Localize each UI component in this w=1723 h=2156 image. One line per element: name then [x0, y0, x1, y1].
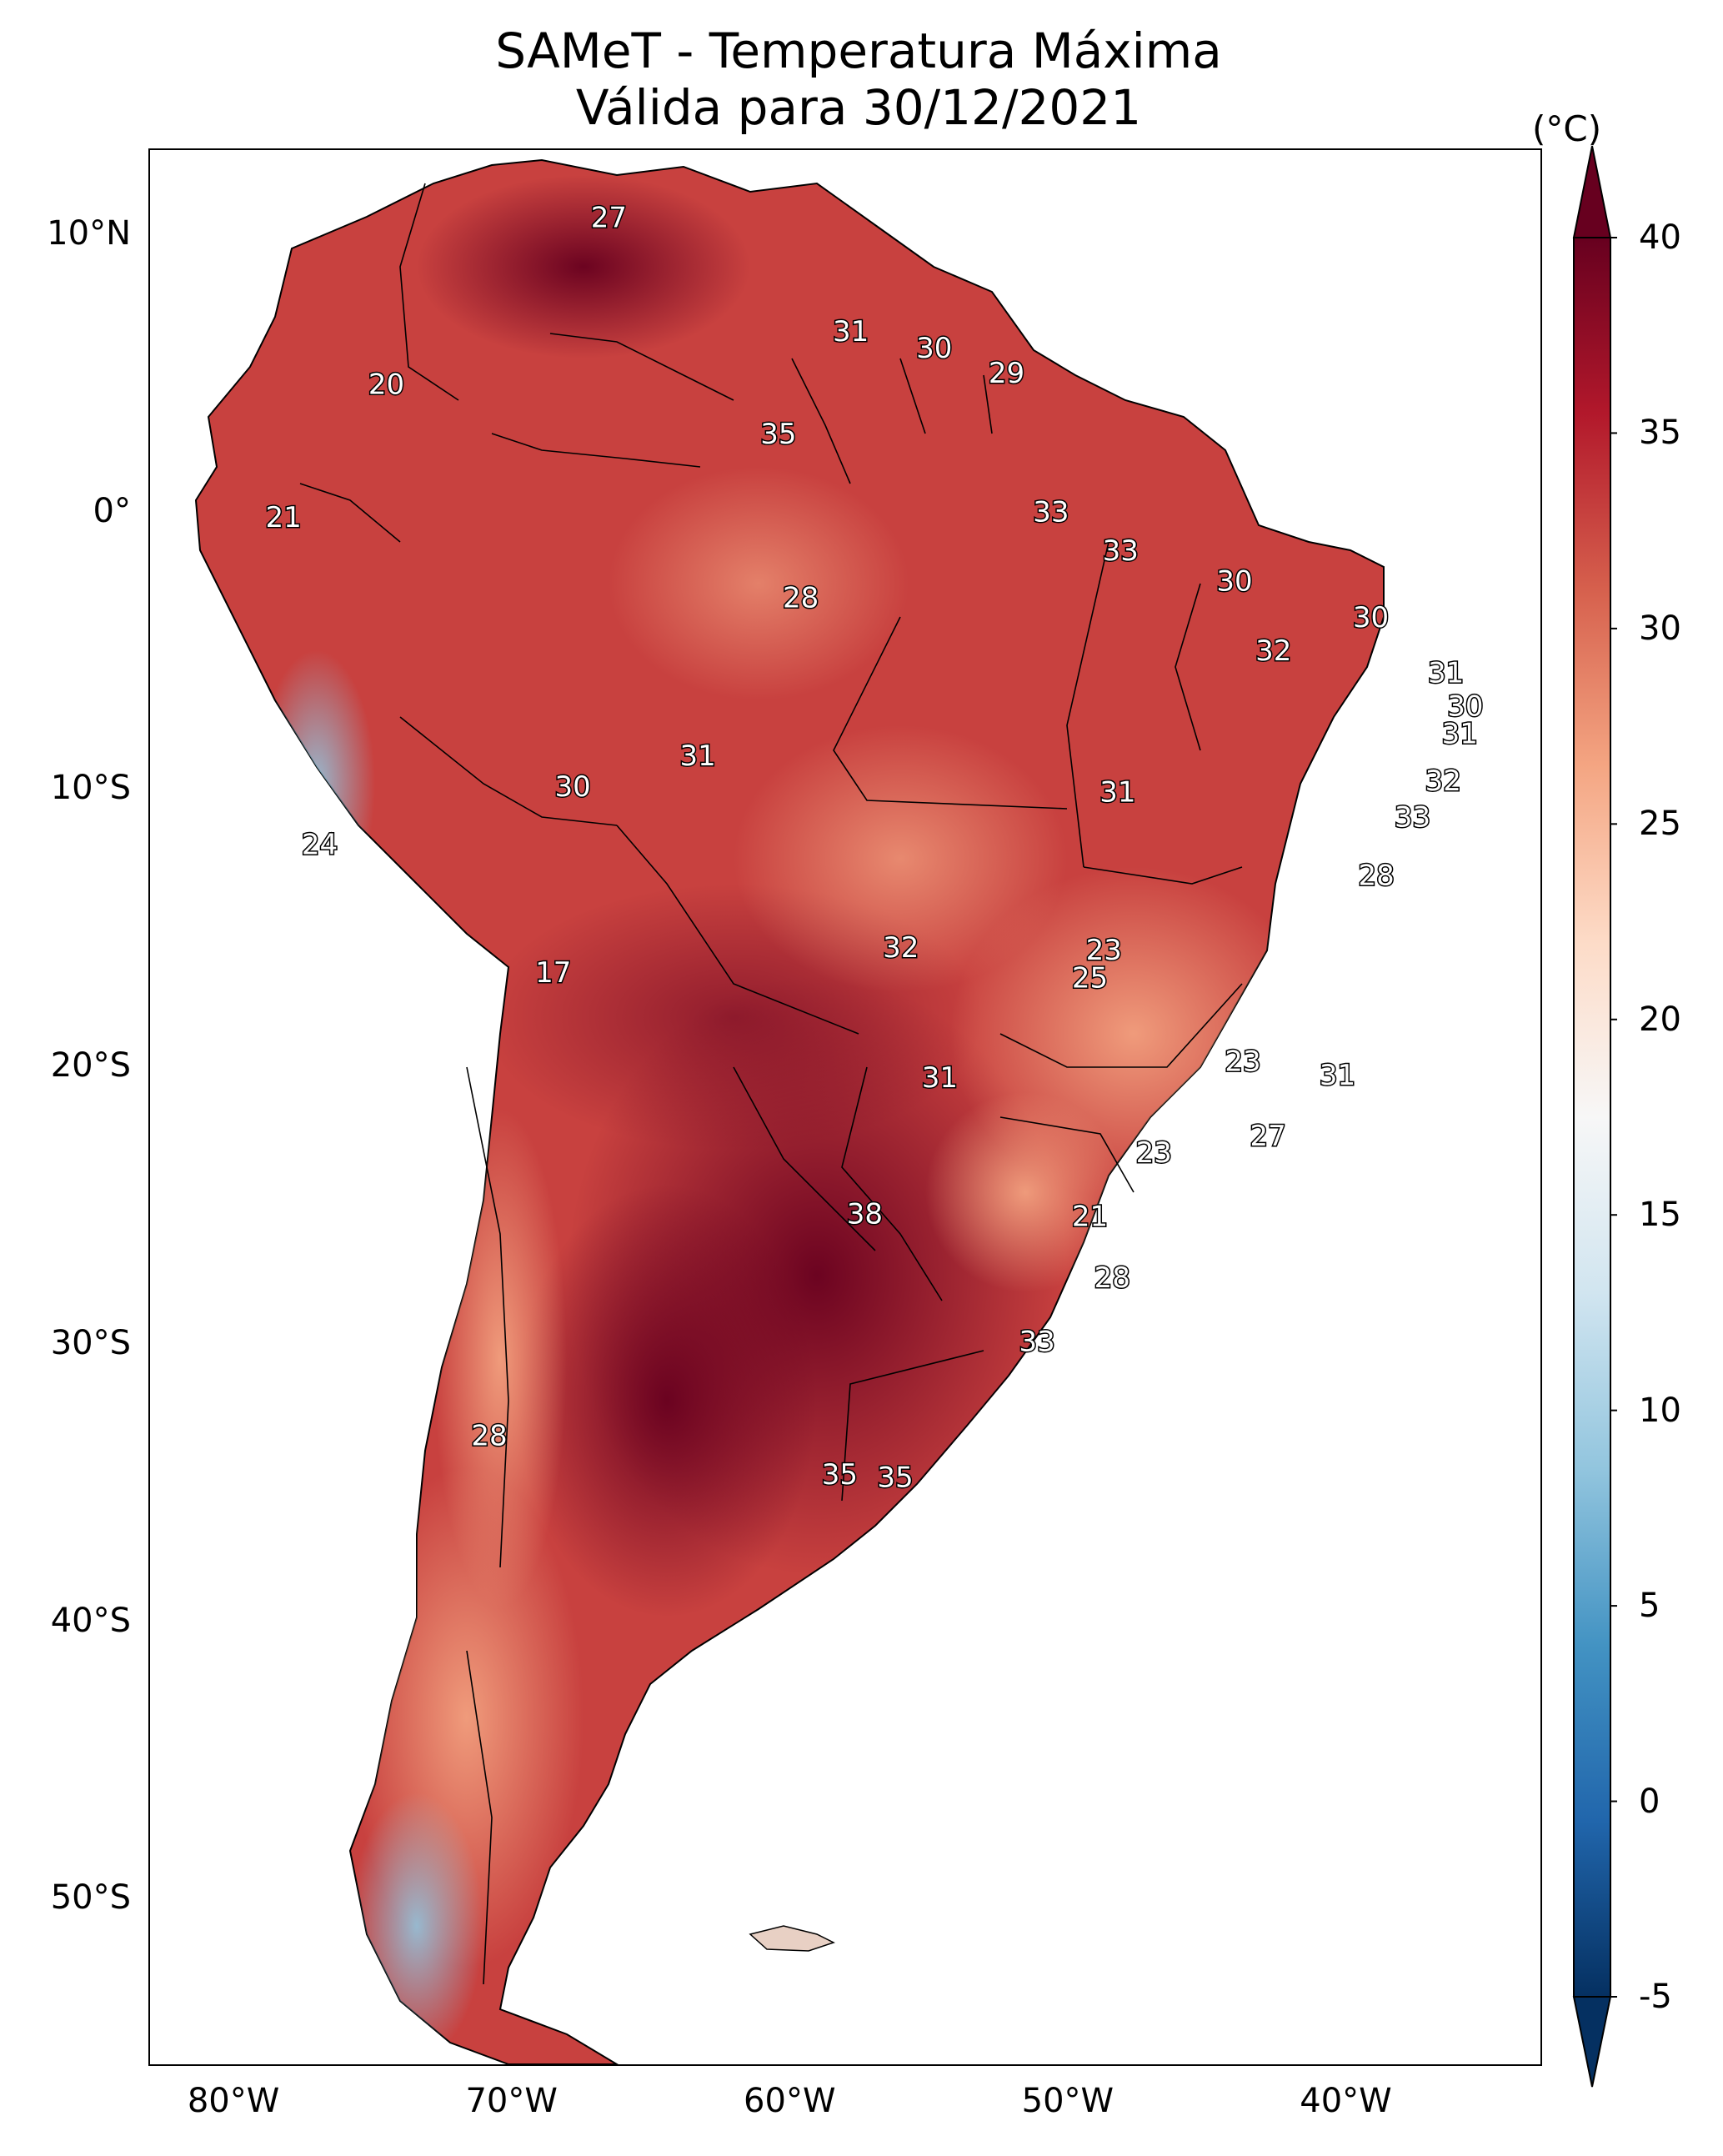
colorbar-tick-label: -5: [1639, 1978, 1672, 2016]
temperature-value-label: 38: [847, 1197, 883, 1231]
longitude-tick-label: 60°W: [744, 2082, 836, 2120]
colorbar-tick-label: 40: [1639, 218, 1681, 257]
colorbar-tick-label: 35: [1639, 414, 1681, 453]
colorbar-top-extension: [1572, 146, 1612, 238]
temperature-value-label: 31: [1099, 775, 1135, 809]
colorbar-bottom-extension: [1572, 1996, 1612, 2088]
temperature-value-label: 30: [1216, 565, 1252, 599]
temperature-value-label: 33: [1103, 534, 1139, 568]
colorbar-unit: (°C): [1532, 108, 1602, 149]
colorbar-tick-label: 15: [1639, 1196, 1681, 1235]
map-title: SAMeT - Temperatura Máxima: [495, 23, 1222, 79]
temperature-value-label: 31: [1320, 1059, 1355, 1092]
temperature-value-label: 27: [591, 202, 627, 235]
temperature-value-label: 25: [1072, 961, 1108, 995]
temperature-value-label: 33: [1019, 1325, 1055, 1358]
temperature-value-label: 30: [1353, 601, 1389, 634]
latitude-tick-label: 10°N: [47, 213, 131, 253]
temperature-value-label: 30: [916, 332, 952, 365]
colorbar-tick-label: 0: [1639, 1782, 1660, 1821]
colorbar-tick-label: 25: [1639, 805, 1681, 844]
temperature-value-label: 24: [302, 829, 338, 862]
longitude-tick-label: 50°W: [1021, 2082, 1114, 2120]
latitude-tick-label: 30°S: [50, 1323, 131, 1362]
temperature-value-label: 31: [680, 740, 716, 773]
latitude-tick-label: 0°: [93, 491, 131, 530]
temperature-value-label: 32: [883, 931, 919, 965]
latitude-tick-label: 20°S: [50, 1046, 131, 1086]
latitude-tick-label: 50°S: [50, 1878, 131, 1918]
longitude-tick-label: 80°W: [187, 2082, 280, 2120]
longitude-tick-label: 70°W: [465, 2082, 558, 2120]
temperature-value-label: 29: [989, 357, 1024, 390]
temperature-value-label: 31: [1428, 656, 1464, 689]
temperature-value-label: 21: [1072, 1201, 1108, 1234]
colorbar-tick-label: 5: [1639, 1587, 1660, 1626]
temperature-value-label: 30: [554, 770, 590, 804]
temperature-value-label: 21: [265, 501, 301, 534]
temperature-value-label: 35: [760, 418, 796, 451]
temperature-value-label: 27: [1250, 1120, 1285, 1153]
temperature-value-label: 30: [1447, 689, 1483, 723]
temperature-value-label: 35: [822, 1458, 858, 1492]
temperature-value-label: 23: [1086, 934, 1122, 967]
temperature-value-label: 20: [368, 368, 404, 401]
temperature-value-label: 33: [1033, 495, 1069, 529]
latitude-tick-label: 10°S: [50, 769, 131, 808]
colorbar-tick-label: 20: [1639, 1000, 1681, 1039]
colorbar-tick-label: 10: [1639, 1391, 1681, 1430]
temperature-value-label: 17: [535, 956, 571, 990]
falkland-islands: [749, 1925, 835, 1952]
colorbar: [1572, 146, 1617, 2088]
latitude-tick-label: 40°S: [50, 1601, 131, 1640]
colorbar-tick-label: 30: [1639, 609, 1681, 648]
temperature-value-label: 33: [1395, 800, 1430, 834]
temperature-value-label: 23: [1225, 1045, 1260, 1078]
map-subtitle: Válida para 30/12/2021: [575, 79, 1142, 136]
colorbar-body: [1573, 237, 1611, 1998]
temperature-value-label: 32: [1255, 634, 1291, 668]
temperature-value-label: 31: [833, 315, 869, 348]
temperature-value-label: 31: [922, 1061, 958, 1095]
temperature-value-label: 28: [471, 1419, 507, 1452]
temperature-value-label: 32: [1425, 765, 1461, 798]
temperature-value-label: 31: [1442, 718, 1478, 751]
longitude-tick-label: 40°W: [1300, 2082, 1392, 2120]
temperature-value-label: 28: [1359, 859, 1395, 892]
temperature-value-label: 23: [1136, 1136, 1172, 1170]
map-panel: 27 20 31 30 29 35 21 33 33 28 30 32 30 31 30 31 31 30 31 32…: [148, 148, 1542, 2066]
country-borders: [299, 183, 1243, 1985]
temperature-value-label: 28: [1094, 1261, 1130, 1295]
temperature-value-label: 35: [877, 1461, 913, 1494]
temperature-value-label: 28: [783, 582, 819, 615]
